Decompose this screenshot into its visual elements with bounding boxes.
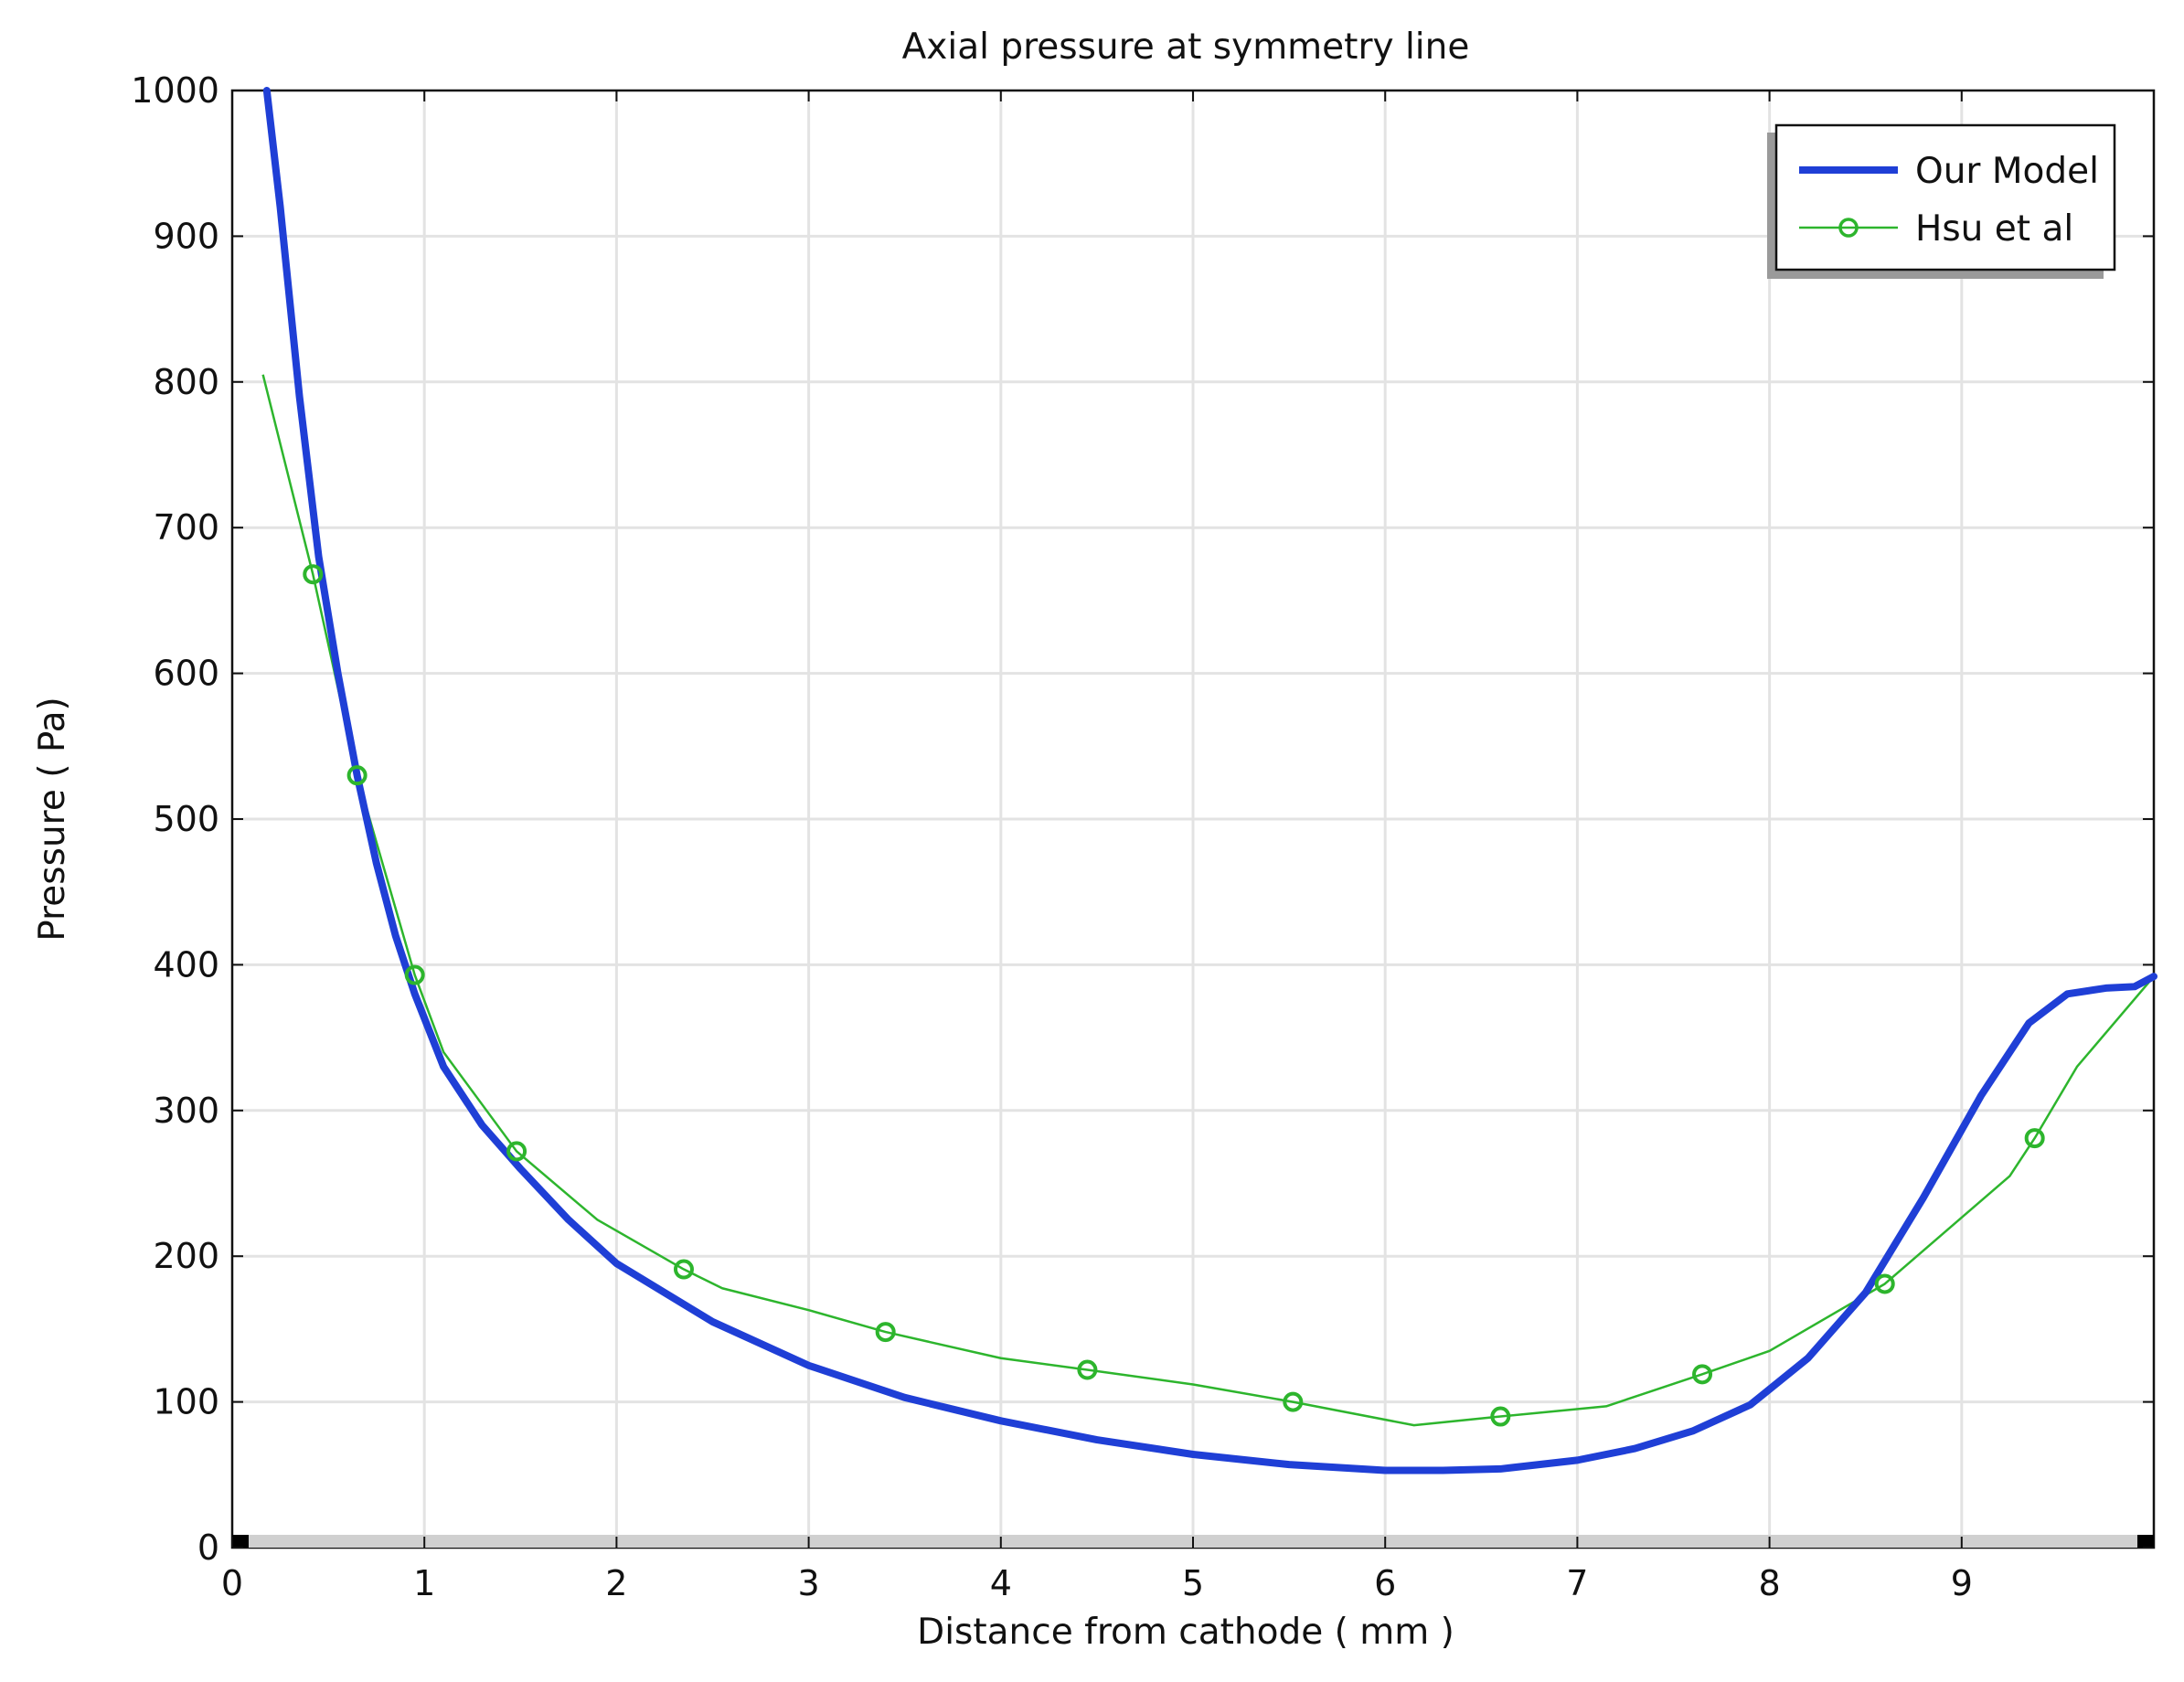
x-tick-label: 8 <box>1759 1563 1781 1603</box>
data-series <box>261 87 2157 1474</box>
data-point-hsu-et-al <box>303 564 324 585</box>
x-axis-label: Distance from cathode ( mm ) <box>917 1612 1454 1653</box>
x-tick-label: 5 <box>1182 1563 1204 1603</box>
x-tick-label: 4 <box>990 1563 1012 1603</box>
legend: Our Model Hsu et al <box>1767 123 2116 279</box>
legend-label-our-model: Our Model <box>1915 151 2099 192</box>
y-tick-label: 200 <box>153 1236 219 1276</box>
grid-lines <box>232 90 2154 1548</box>
x-tick-label: 2 <box>605 1563 627 1603</box>
axis-ticks: 0 1 2 3 4 5 6 7 8 9 0 100 200 300 400 500 600 700 800 900 10… <box>131 70 2154 1603</box>
x-tick-label: 7 <box>1566 1563 1588 1603</box>
legend-box <box>1774 123 2116 271</box>
series-line-our-model <box>262 87 2157 1474</box>
data-point-hsu-et-al <box>2024 1128 2045 1149</box>
y-tick-label: 500 <box>153 799 219 839</box>
x-axis-baseline-right-cap <box>2137 1535 2154 1548</box>
y-axis-label: Pressure ( Pa) <box>32 697 73 941</box>
data-point-hsu-et-al <box>875 1322 896 1343</box>
data-point-hsu-et-al <box>1692 1364 1713 1385</box>
y-tick-label: 400 <box>153 944 219 985</box>
data-point-hsu-et-al <box>506 1141 527 1162</box>
chart-title: Axial pressure at symmetry line <box>902 27 1470 68</box>
y-tick-label: 300 <box>153 1091 219 1131</box>
data-point-hsu-et-al <box>1077 1359 1098 1380</box>
x-axis-baseline-left-cap <box>232 1535 249 1548</box>
x-tick-label: 3 <box>798 1563 820 1603</box>
data-point-hsu-et-al <box>1283 1391 1304 1412</box>
x-tick-label: 1 <box>413 1563 435 1603</box>
data-point-hsu-et-al <box>673 1259 694 1280</box>
data-point-hsu-et-al <box>1490 1406 1511 1427</box>
y-tick-label: 100 <box>153 1382 219 1422</box>
x-tick-label: 6 <box>1374 1563 1396 1603</box>
series-line-hsu-et-al <box>261 374 2155 1427</box>
y-tick-label: 700 <box>153 507 219 548</box>
legend-label-hsu-et-al: Hsu et al <box>1915 208 2073 250</box>
x-tick-label: 9 <box>1951 1563 1973 1603</box>
y-tick-label: 0 <box>197 1528 219 1568</box>
y-tick-label: 1000 <box>131 70 219 111</box>
x-tick-label: 0 <box>221 1563 243 1603</box>
y-tick-label: 900 <box>153 216 219 256</box>
data-point-hsu-et-al <box>404 964 425 985</box>
legend-marker-hsu-et-al <box>1838 218 1859 238</box>
data-point-hsu-et-al <box>1874 1273 1895 1294</box>
data-point-hsu-et-al <box>346 765 368 786</box>
y-tick-label: 600 <box>153 654 219 694</box>
y-tick-label: 800 <box>153 362 219 402</box>
